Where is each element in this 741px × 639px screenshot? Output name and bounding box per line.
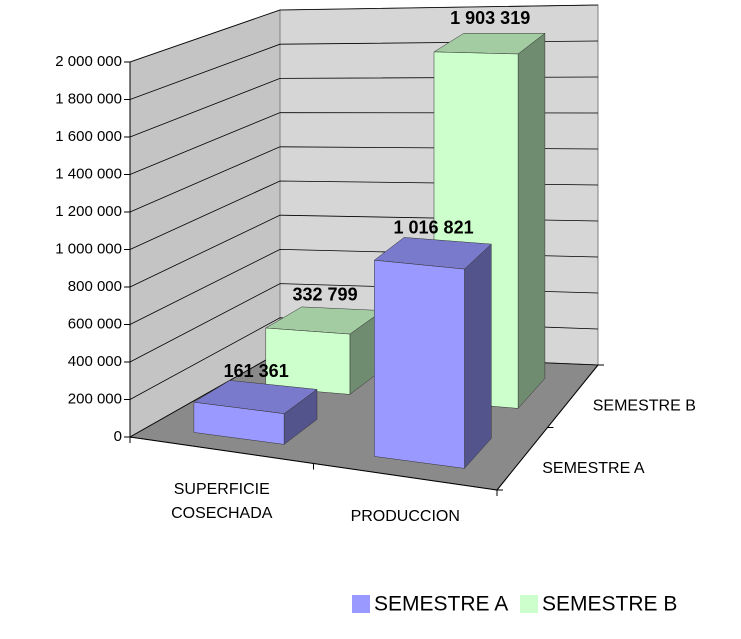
y-tick-label: 1 200 000 bbox=[55, 203, 122, 220]
value-label: 161 361 bbox=[224, 361, 289, 381]
value-label: 1 016 821 bbox=[394, 217, 474, 237]
y-tick-label: 400 000 bbox=[68, 353, 122, 370]
y-tick-label: 800 000 bbox=[68, 278, 122, 295]
depth-label: SEMESTRE A bbox=[542, 460, 645, 477]
legend-label: SEMESTRE B bbox=[542, 593, 677, 616]
y-tick-label: 1 600 000 bbox=[55, 128, 122, 145]
x-tick-label: PRODUCCION bbox=[350, 507, 460, 525]
grid-line bbox=[129, 4, 599, 63]
bar bbox=[265, 327, 351, 395]
bar bbox=[374, 259, 465, 469]
bar-side bbox=[517, 32, 546, 410]
bar bbox=[193, 401, 285, 445]
value-label: 332 799 bbox=[293, 285, 358, 305]
value-label: 1 903 319 bbox=[450, 8, 530, 28]
x-tick-label: SUPERFICIE COSECHADA bbox=[171, 481, 273, 523]
legend-swatch bbox=[520, 595, 538, 613]
y-tick-label: 600 000 bbox=[68, 315, 122, 332]
y-tick-label: 1 800 000 bbox=[55, 90, 122, 107]
y-tick-label: 0 bbox=[114, 428, 122, 445]
y-tick-label: 1 000 000 bbox=[55, 240, 122, 257]
y-tick-label: 200 000 bbox=[68, 390, 122, 407]
depth-label: SEMESTRE B bbox=[593, 397, 696, 414]
legend-label: SEMESTRE A bbox=[374, 593, 508, 616]
legend-swatch bbox=[352, 595, 370, 613]
y-tick-label: 1 400 000 bbox=[55, 165, 122, 182]
bar-side bbox=[464, 243, 492, 470]
y-tick-label: 2 000 000 bbox=[55, 53, 122, 70]
